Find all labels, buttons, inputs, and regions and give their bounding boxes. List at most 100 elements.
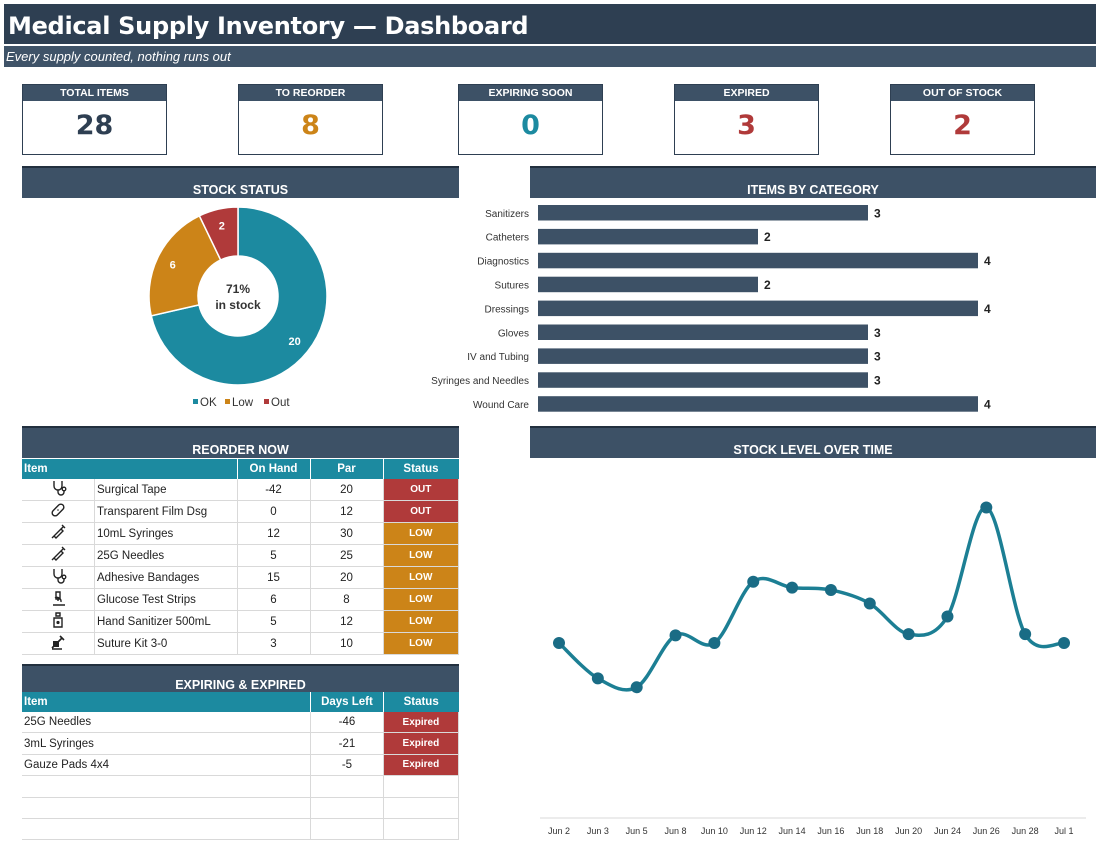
status-badge: LOW — [383, 566, 459, 589]
stock-level-title: STOCK LEVEL OVER TIME — [530, 426, 1096, 458]
x-tick-label: Jun 2 — [548, 826, 570, 836]
data-point — [863, 597, 876, 610]
kpi-out-of-stock: OUT OF STOCK 2 — [890, 84, 1035, 155]
legend-swatch — [225, 399, 230, 404]
x-tick-label: Jun 5 — [626, 826, 648, 836]
col-item: Item — [22, 692, 311, 712]
on-hand-value: 5 — [237, 610, 311, 633]
pie-slice-low — [148, 214, 222, 317]
category-label: Diagnostics — [477, 257, 529, 268]
x-tick-label: Jun 10 — [701, 826, 728, 836]
days-left-value — [310, 818, 384, 841]
legend-swatch — [264, 399, 269, 404]
dashboard-header: Medical Supply Inventory — Dashboard — [4, 4, 1096, 44]
par-value: 12 — [310, 500, 384, 523]
pie-slice-out — [198, 206, 239, 261]
on-hand-value: 15 — [237, 566, 311, 589]
pie-slice-label: 2 — [219, 220, 225, 232]
kpi-label: TO REORDER — [239, 85, 382, 101]
kpi-value: 3 — [737, 110, 756, 141]
legend-swatch — [193, 399, 198, 404]
status-badge — [383, 818, 460, 841]
data-point — [708, 637, 721, 649]
on-hand-value: 12 — [237, 522, 311, 545]
status-badge: LOW — [383, 588, 459, 611]
data-point — [941, 610, 954, 623]
item-name — [22, 818, 312, 841]
pie-slice-ok — [150, 206, 328, 386]
item-name — [22, 775, 312, 798]
kpi-expired: EXPIRED 3 — [674, 84, 819, 155]
table-row: Hand Sanitizer 500mL 5 12 LOW — [22, 610, 459, 633]
item-name: Surgical Tape — [94, 479, 238, 501]
table-row: 25G Needles -46 Expired — [22, 712, 460, 734]
par-value: 10 — [310, 632, 384, 655]
reorder-table: Item On Hand Par Status Surgical Tape -42… — [22, 459, 459, 655]
items-by-category-bar-chart: Sanitizers 3 Catheters 2 Diagnostics 4 Sutures… — [431, 205, 991, 412]
x-tick-label: Jun 8 — [665, 826, 687, 836]
table-row: Surgical Tape -42 20 OUT — [22, 479, 459, 501]
bar-value-label: 4 — [984, 302, 991, 316]
item-name: Transparent Film Dsg — [94, 500, 238, 523]
status-badge: LOW — [383, 544, 459, 567]
reorder-now-title: REORDER NOW — [22, 426, 459, 458]
status-badge: Expired — [383, 712, 460, 734]
bar-value-label: 2 — [764, 278, 771, 292]
stethoscope-icon — [22, 566, 95, 589]
days-left-value — [310, 797, 384, 819]
par-value: 30 — [310, 522, 384, 545]
x-tick-label: Jun 24 — [934, 826, 961, 836]
days-left-value — [310, 775, 384, 798]
table-row: Glucose Test Strips 6 8 LOW — [22, 588, 459, 611]
bar-value-label: 3 — [874, 206, 881, 220]
par-value: 12 — [310, 610, 384, 633]
dashboard-subheader: Every supply counted, nothing runs out — [4, 46, 1096, 67]
kpi-value: 28 — [75, 110, 114, 141]
x-tick-label: Jun 18 — [856, 826, 883, 836]
bandage-icon — [22, 500, 95, 523]
col-status: Status — [382, 692, 459, 712]
category-label: Wound Care — [473, 400, 529, 411]
status-badge: LOW — [383, 522, 459, 545]
kpi-label: OUT OF STOCK — [891, 85, 1034, 101]
col-days-left: Days Left — [310, 692, 384, 712]
bar-value-label: 3 — [874, 326, 881, 340]
bar-value-label: 4 — [984, 254, 991, 268]
category-bar — [538, 396, 978, 412]
table-row — [22, 775, 460, 798]
data-point — [747, 575, 760, 588]
table-row: Transparent Film Dsg 0 12 OUT — [22, 500, 459, 523]
x-tick-label: Jun 12 — [740, 826, 767, 836]
category-bar — [538, 324, 868, 340]
sanitizer-bottle-icon — [22, 610, 95, 633]
pie-slice-label: 6 — [170, 260, 176, 272]
bar-value-label: 3 — [874, 374, 881, 388]
table-row: 25G Needles 5 25 LOW — [22, 544, 459, 567]
item-name: Suture Kit 3-0 — [94, 632, 238, 655]
x-tick-label: Jun 26 — [973, 826, 1000, 836]
kpi-label: EXPIRED — [675, 85, 818, 101]
bar-value-label: 3 — [874, 350, 881, 364]
reorder-header-row: Item On Hand Par Status — [22, 459, 459, 479]
category-label: Gloves — [498, 328, 529, 339]
col-par: Par — [309, 459, 383, 479]
stock-level-line-chart: Jun 2 Jun 3 Jun 5 Jun 8 Jun 10 Jun 12 Jun 14 Ju… — [540, 501, 1086, 836]
par-value: 8 — [310, 588, 384, 611]
syringe-icon — [22, 522, 95, 545]
kpi-expiring-soon: EXPIRING SOON 0 — [458, 84, 603, 155]
item-name: 3mL Syringes — [22, 732, 312, 755]
status-badge: LOW — [383, 632, 459, 655]
category-label: Catheters — [486, 233, 529, 244]
data-point — [591, 672, 604, 685]
on-hand-value: -42 — [237, 479, 311, 501]
data-point — [630, 681, 643, 694]
syringe-icon — [22, 544, 95, 567]
par-value: 20 — [310, 479, 384, 501]
bar-value-label: 4 — [984, 397, 991, 411]
category-bar — [538, 300, 978, 317]
kpi-label: EXPIRING SOON — [459, 85, 602, 101]
category-bar — [538, 205, 868, 221]
stock-status-donut-chart: 20 6 2 71% in stock OK Low Out — [148, 206, 328, 409]
status-badge: OUT — [383, 479, 459, 501]
item-name: 25G Needles — [22, 712, 312, 734]
